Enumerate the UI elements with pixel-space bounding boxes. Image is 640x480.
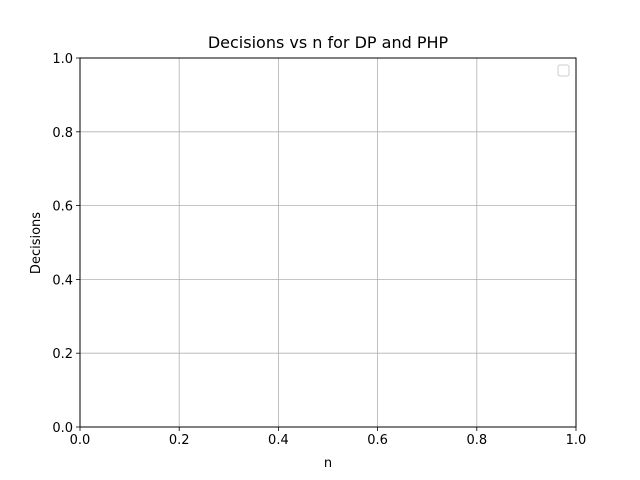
x-tick-label: 0.8 (466, 433, 487, 448)
y-tick-label: 0.2 (52, 347, 73, 362)
x-tick-label: 1.0 (566, 433, 587, 448)
x-axis-label: n (324, 456, 332, 471)
y-tick-label: 1.0 (52, 52, 73, 67)
x-tick-label: 0.2 (169, 433, 190, 448)
y-tick-label: 0.4 (52, 273, 73, 288)
y-axis-ticks: 0.0 0.2 0.4 0.6 0.8 1.0 (52, 52, 80, 436)
legend-box (557, 64, 570, 77)
y-tick-label: 0.8 (52, 126, 73, 141)
x-tick-label: 0.0 (70, 433, 91, 448)
y-tick-label: 0.0 (52, 421, 73, 436)
x-axis-ticks: 0.0 0.2 0.4 0.6 0.8 1.0 (70, 427, 587, 448)
x-tick-label: 0.4 (268, 433, 289, 448)
y-axis-label: Decisions (29, 212, 44, 274)
y-tick-label: 0.6 (52, 200, 73, 215)
legend (557, 64, 570, 77)
chart-title: Decisions vs n for DP and PHP (208, 33, 449, 52)
x-tick-label: 0.6 (367, 433, 388, 448)
plot-area-frame (79, 57, 577, 428)
